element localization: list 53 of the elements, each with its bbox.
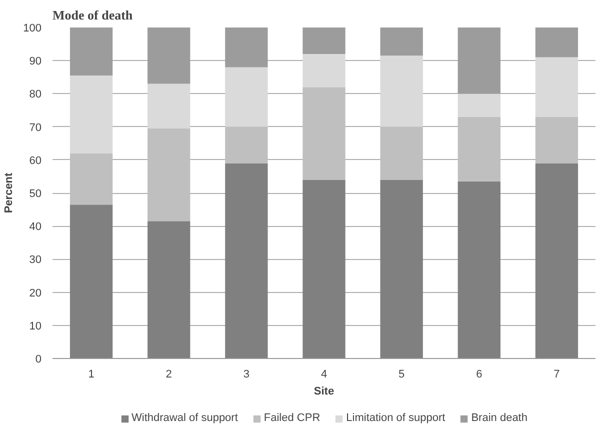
bar <box>458 116 500 182</box>
y-tick-label: 20 <box>29 287 42 300</box>
chart-title: Mode of death <box>52 8 134 22</box>
bar <box>302 87 346 180</box>
y-tick-label: 80 <box>29 88 42 101</box>
bar <box>458 28 500 94</box>
bar <box>225 28 268 68</box>
bar <box>380 28 423 56</box>
y-tick-label: 70 <box>29 122 42 134</box>
bar <box>535 28 578 58</box>
legend-label: Limitation of support <box>346 412 446 424</box>
bar <box>302 180 346 358</box>
bar <box>148 84 190 128</box>
bar <box>148 221 190 358</box>
bar <box>535 57 578 117</box>
y-tick-label: 50 <box>29 188 42 200</box>
x-tick-label: 2 <box>166 368 172 380</box>
bar <box>148 128 190 222</box>
x-tick-label: 1 <box>88 368 94 380</box>
bar <box>380 180 423 358</box>
bar <box>458 94 500 117</box>
legend-label: Withdrawal of support <box>132 412 238 424</box>
y-tick-label: 60 <box>29 154 42 167</box>
y-axis-title: Percent <box>3 172 16 214</box>
bar <box>70 204 113 358</box>
y-tick-label: 40 <box>29 221 42 234</box>
bar <box>535 163 578 358</box>
y-tick-label: 90 <box>29 56 42 68</box>
legend-label: Brain death <box>471 412 528 424</box>
bar <box>302 28 346 54</box>
bar <box>535 116 578 164</box>
bar <box>380 56 423 127</box>
bar <box>225 126 268 164</box>
bar <box>70 28 113 76</box>
y-tick-label: 30 <box>29 254 42 266</box>
bar <box>70 75 113 154</box>
x-tick-label: 7 <box>554 368 560 380</box>
bar <box>70 153 113 205</box>
x-tick-label: 3 <box>243 368 250 380</box>
bar <box>225 67 268 127</box>
y-tick-label: 0 <box>35 354 42 366</box>
bar <box>225 163 268 358</box>
legend-label: Failed CPR <box>264 412 320 424</box>
x-tick-label: 6 <box>476 368 482 380</box>
bar <box>302 54 346 88</box>
y-tick-label: 100 <box>23 22 42 34</box>
bar <box>148 28 190 84</box>
x-axis-title: Site <box>314 386 334 398</box>
x-tick-label: 5 <box>398 368 405 380</box>
x-tick-label: 4 <box>320 368 328 380</box>
bar <box>458 181 500 358</box>
y-tick-label: 10 <box>29 320 42 332</box>
bar <box>380 126 423 180</box>
